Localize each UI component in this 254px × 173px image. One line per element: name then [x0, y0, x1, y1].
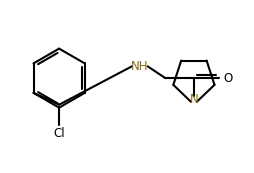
- Text: O: O: [224, 72, 233, 85]
- Text: NH: NH: [131, 60, 149, 73]
- Text: Cl: Cl: [53, 127, 65, 140]
- Text: N: N: [189, 93, 198, 106]
